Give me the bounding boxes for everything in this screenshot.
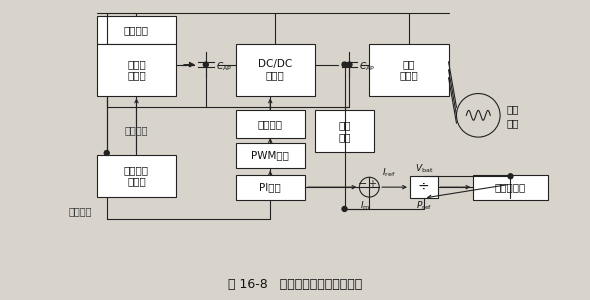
Bar xyxy=(410,176,438,198)
Text: PWM逻辑: PWM逻辑 xyxy=(251,150,289,161)
Text: 门极驱动: 门极驱动 xyxy=(258,119,283,129)
Bar xyxy=(235,175,305,200)
Text: 驱动: 驱动 xyxy=(506,118,519,128)
Text: 电机: 电机 xyxy=(506,104,519,114)
Text: 图 16-8   燃料电池转换器控制系统: 图 16-8 燃料电池转换器控制系统 xyxy=(228,278,362,291)
Text: 动力
电池: 动力 电池 xyxy=(338,120,351,142)
Bar xyxy=(235,44,315,95)
Bar xyxy=(97,155,176,196)
Text: 氢气输入: 氢气输入 xyxy=(124,125,148,135)
Bar xyxy=(235,143,305,168)
Text: +: + xyxy=(368,179,376,189)
Text: DC/DC
变换器: DC/DC 变换器 xyxy=(258,59,292,81)
Circle shape xyxy=(342,206,347,211)
Circle shape xyxy=(204,62,208,67)
Bar xyxy=(369,44,448,95)
Text: $V_{\rm bat}$: $V_{\rm bat}$ xyxy=(415,163,433,175)
Text: 驱动
逆变器: 驱动 逆变器 xyxy=(399,59,418,81)
Text: $I_{\rm ref}$: $I_{\rm ref}$ xyxy=(382,167,396,179)
Text: 整车控制器: 整车控制器 xyxy=(495,182,526,192)
Text: $C_{\rm AP}$: $C_{\rm AP}$ xyxy=(359,60,376,73)
Bar xyxy=(97,16,176,44)
Text: 燃料电池
控制器: 燃料电池 控制器 xyxy=(124,165,149,187)
Bar xyxy=(97,44,176,95)
Text: $I_{\rm m}$: $I_{\rm m}$ xyxy=(360,199,371,211)
Circle shape xyxy=(508,174,513,179)
Text: $P_{\rm ref}$: $P_{\rm ref}$ xyxy=(415,199,432,211)
Circle shape xyxy=(347,62,352,67)
Bar xyxy=(235,110,305,138)
Circle shape xyxy=(342,62,347,67)
Text: PI控制: PI控制 xyxy=(260,182,281,192)
Bar xyxy=(315,110,374,152)
Bar xyxy=(473,175,548,200)
Text: 氢气输入: 氢气输入 xyxy=(68,206,92,216)
Circle shape xyxy=(104,151,109,155)
Text: ÷: ÷ xyxy=(418,180,430,194)
Text: −: − xyxy=(358,179,367,189)
Text: 辅件负载: 辅件负载 xyxy=(124,25,149,35)
Text: $C_{\rm AP}$: $C_{\rm AP}$ xyxy=(216,60,232,73)
Text: 燃料电
池单元: 燃料电 池单元 xyxy=(127,59,146,81)
